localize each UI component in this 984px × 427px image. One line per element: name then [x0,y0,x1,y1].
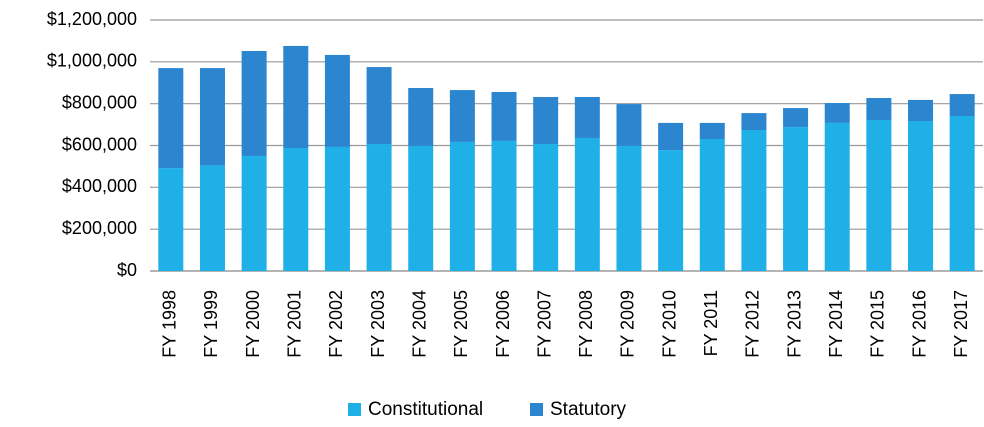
x-tick-label: FY 2001 [285,290,305,358]
x-tick-label: FY 2009 [618,290,638,358]
x-tick-label: FY 2016 [909,290,929,358]
bar-segment [199,165,225,271]
bar-segment [783,108,809,128]
x-tick-label: FY 2017 [951,290,971,358]
bar-segment [574,96,600,138]
bar-segment [783,127,809,272]
y-tick-label: $1,000,000 [47,51,137,71]
bar-segment [824,122,850,271]
bar-segment [449,90,475,142]
bar-segment [699,139,725,271]
bar-segment [533,96,559,145]
bar-segment [283,148,309,271]
bar-segment [658,122,684,151]
x-tick-label: FY 2005 [451,290,471,358]
bar-segment [824,103,850,123]
x-tick-label: FY 1998 [160,290,180,358]
bar-segment [408,87,434,146]
bar-segment [908,99,934,122]
bar-segment [408,145,434,271]
x-tick-label: FY 1999 [201,290,221,358]
bar-segment [366,144,392,271]
x-tick-label: FY 2013 [784,290,804,358]
x-tick-label: FY 2015 [868,290,888,358]
x-tick-label: FY 2002 [326,290,346,358]
x-tick-label: FY 2007 [534,290,554,358]
x-tick-label: FY 2010 [659,290,679,358]
bar-segment [699,122,725,140]
y-tick-label: $200,000 [62,218,137,238]
legend-label: Constitutional [368,399,483,420]
bar-segment [949,116,975,271]
x-tick-label: FY 2000 [243,290,263,358]
bar-segment [616,145,642,271]
y-tick-label: $0 [117,260,137,280]
bar-segment [199,68,225,166]
bar-segment [741,130,767,271]
y-tick-label: $800,000 [62,92,137,112]
bar-segment [533,144,559,271]
bar-segment [949,94,975,117]
legend-swatch [530,403,543,416]
x-tick-label: FY 2014 [826,290,846,358]
bar-segment [366,67,392,145]
bar-segment [283,45,309,149]
bar-segment [324,146,350,271]
bar-segment [158,68,184,169]
bar-segment [658,150,684,271]
bar-segment [866,119,892,272]
bar-segment [241,155,267,271]
legend-swatch [348,403,361,416]
y-tick-label: $400,000 [62,176,137,196]
legend-label: Statutory [550,399,627,420]
x-tick-label: FY 2008 [576,290,596,358]
bar-segment [908,121,934,271]
bar-segment [574,137,600,271]
bar-segment [866,98,892,120]
x-tick-label: FY 2012 [743,290,763,358]
bar-segment [449,141,475,271]
x-tick-label: FY 2011 [701,290,721,356]
bar-segment [241,50,267,156]
bar-segment [491,91,517,141]
x-tick-label: FY 2003 [368,290,388,358]
bar-segment [491,140,517,271]
bar-segment [158,168,184,271]
x-tick-label: FY 2004 [409,290,429,358]
bar-segment [741,113,767,131]
x-tick-label: FY 2006 [493,290,513,358]
y-tick-label: $1,200,000 [47,9,137,29]
bar-segment [616,104,642,146]
y-tick-label: $600,000 [62,134,137,154]
bar-segment [324,54,350,147]
